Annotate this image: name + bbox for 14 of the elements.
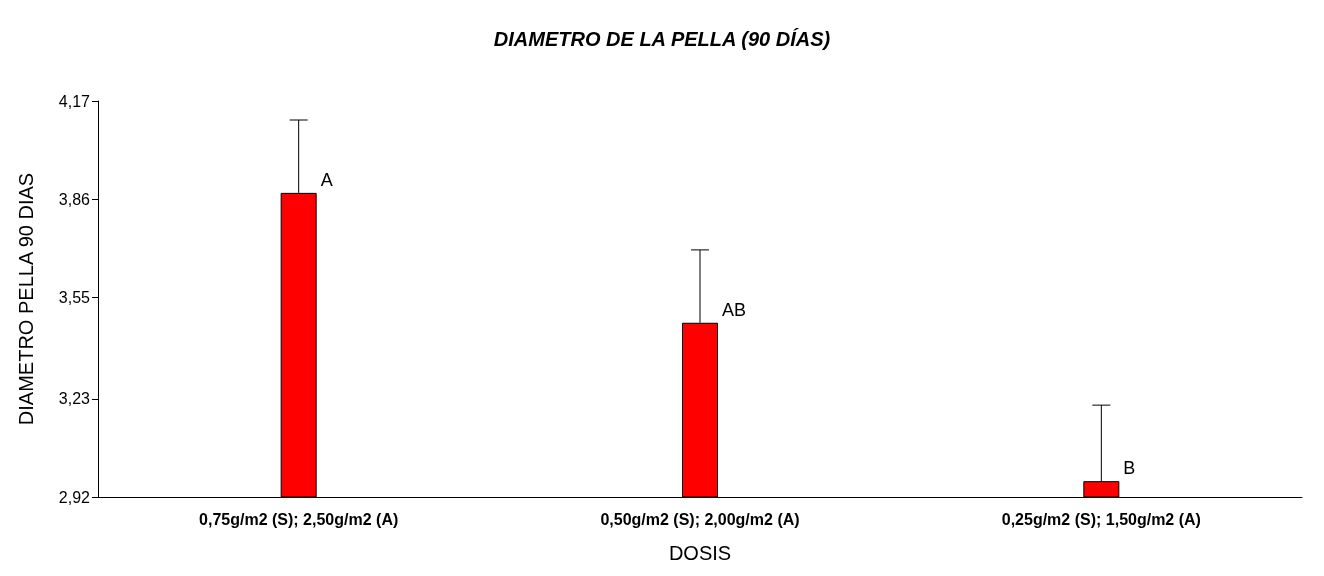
chart-title: DIAMETRO DE LA PELLA (90 DÍAS) bbox=[493, 28, 831, 50]
x-tick-label: 0,50g/m2 (S); 2,00g/m2 (A) bbox=[600, 510, 800, 528]
annotation: A bbox=[320, 169, 333, 190]
x-tick-label: 0,75g/m2 (S); 2,50g/m2 (A) bbox=[199, 510, 399, 528]
y-tick-label: 2,92 bbox=[58, 488, 91, 506]
y-tick-label: 3,23 bbox=[58, 390, 91, 408]
annotation: B bbox=[1123, 458, 1136, 479]
y-axis-title: DIAMETRO PELLA 90 DIAS bbox=[15, 172, 37, 426]
y-tick-label: 3,55 bbox=[58, 288, 91, 306]
annotation: AB bbox=[722, 299, 747, 320]
x-axis-title: DOSIS bbox=[668, 542, 732, 564]
y-tick-label: 4,17 bbox=[58, 92, 91, 110]
x-tick-label: 0,25g/m2 (S); 1,50g/m2 (A) bbox=[1001, 510, 1201, 528]
y-tick-label: 3,86 bbox=[58, 190, 91, 208]
